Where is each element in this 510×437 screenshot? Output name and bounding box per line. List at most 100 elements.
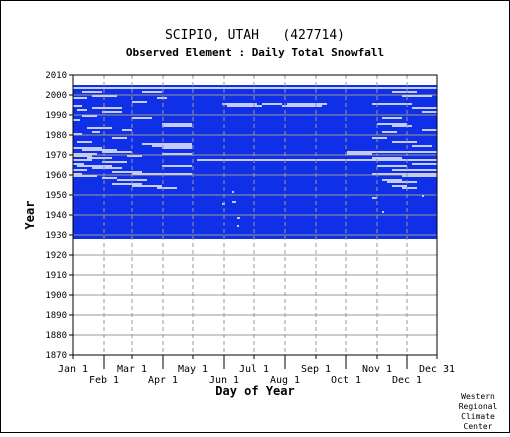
missing-segment [112, 137, 127, 139]
missing-segment [282, 105, 322, 107]
missing-segment [372, 197, 377, 199]
x-tick-label: Jul 1 [239, 364, 269, 375]
missing-segment [382, 117, 402, 119]
credit-line: Regional [459, 402, 498, 411]
y-tick-label: 1950 [45, 191, 67, 201]
missing-segment [102, 161, 127, 163]
y-tick-label: 1900 [45, 291, 67, 301]
y-tick-label: 1960 [45, 171, 67, 181]
missing-segment [162, 125, 192, 127]
missing-segment [142, 91, 162, 93]
missing-segment [112, 171, 142, 173]
x-tick-label: Dec 1 [392, 375, 422, 386]
missing-segment [382, 131, 397, 133]
missing-segment [152, 145, 192, 147]
missing-segment [232, 191, 234, 193]
missing-segment [412, 107, 437, 109]
missing-segment [287, 103, 327, 105]
missing-segment [197, 159, 437, 161]
missing-segment [392, 125, 412, 127]
y-tick-label: 2010 [45, 71, 67, 81]
x-tick-label: Sep 1 [301, 364, 331, 375]
missing-segment [87, 127, 112, 129]
missing-segment [73, 97, 87, 99]
missing-segment [422, 111, 437, 113]
y-tick-label: 1930 [45, 231, 67, 241]
missing-segment [82, 91, 102, 93]
missing-segment [87, 157, 112, 159]
x-tick-label: May 1 [178, 364, 208, 375]
missing-segment [237, 225, 239, 227]
x-axis-label: Day of Year [215, 384, 294, 398]
x-tick-label: Jan 1 [58, 364, 88, 375]
missing-segment [73, 153, 97, 155]
x-tick-label: Oct 1 [331, 375, 361, 386]
missing-segment [377, 123, 407, 125]
missing-segment [73, 155, 92, 157]
missing-segment [157, 187, 177, 189]
missing-segment [77, 109, 87, 111]
missing-segment [73, 169, 87, 171]
x-tick-label: Dec 31 [419, 364, 455, 375]
missing-segment [112, 183, 142, 185]
x-tick-label: Apr 1 [148, 375, 178, 386]
missing-segment [73, 147, 102, 149]
missing-segment [73, 87, 437, 89]
missing-segment [73, 119, 80, 121]
missing-segment [73, 173, 82, 175]
missing-segment [132, 117, 152, 119]
missing-segment [92, 167, 122, 169]
missing-segment [372, 137, 387, 139]
y-tick-label: 2000 [45, 91, 67, 101]
missing-segment [142, 143, 192, 145]
missing-segment [73, 133, 82, 135]
missing-segment [227, 105, 262, 107]
x-tick-label: Nov 1 [362, 364, 392, 375]
missing-segment [237, 217, 240, 219]
missing-segment [122, 129, 132, 131]
missing-segment [162, 165, 192, 167]
missing-segment [377, 165, 407, 167]
missing-segment [422, 195, 424, 197]
data-layer [73, 85, 437, 239]
missing-segment [392, 185, 407, 187]
missing-segment [222, 103, 257, 105]
missing-segment [392, 141, 417, 143]
missing-segment [127, 155, 142, 157]
y-tick-label: 1870 [45, 351, 67, 361]
missing-segment [73, 163, 84, 165]
missing-segment [157, 97, 167, 99]
missing-segment [77, 141, 92, 143]
missing-segment [162, 153, 192, 155]
missing-segment [382, 179, 402, 181]
x-tick-label: Aug 1 [270, 375, 300, 386]
chart-subtitle: Observed Element : Daily Total Snowfall [126, 46, 384, 59]
axes-layer: 2010 2000 1990 1980 1970 1960 1950 1940 1930 1920… [45, 71, 455, 386]
data-coverage [73, 85, 437, 239]
missing-segment [412, 145, 432, 147]
chart-title: SCIPIO, UTAH (427714) [165, 28, 345, 43]
missing-segment [73, 105, 82, 107]
missing-segment [387, 181, 417, 183]
missing-segment [392, 169, 437, 171]
missing-segment [382, 211, 384, 213]
missing-segment [372, 157, 402, 159]
missing-segment [132, 101, 147, 103]
x-tick-label: Feb 1 [89, 375, 119, 386]
missing-segment [402, 187, 417, 189]
missing-segment [162, 147, 192, 149]
y-tick-label: 1970 [45, 151, 67, 161]
missing-segment [132, 185, 162, 187]
missing-segment [347, 153, 372, 155]
y-tick-label: 1890 [45, 311, 67, 321]
missing-segment [422, 129, 437, 131]
credit-line: Center [464, 422, 493, 431]
missing-segment [347, 151, 437, 153]
y-tick-label: 1910 [45, 271, 67, 281]
y-tick-label: 1990 [45, 111, 67, 121]
missing-segment [372, 173, 437, 175]
missing-segment [402, 95, 432, 97]
missing-segment [102, 111, 122, 113]
credit-line: Western [461, 392, 495, 401]
